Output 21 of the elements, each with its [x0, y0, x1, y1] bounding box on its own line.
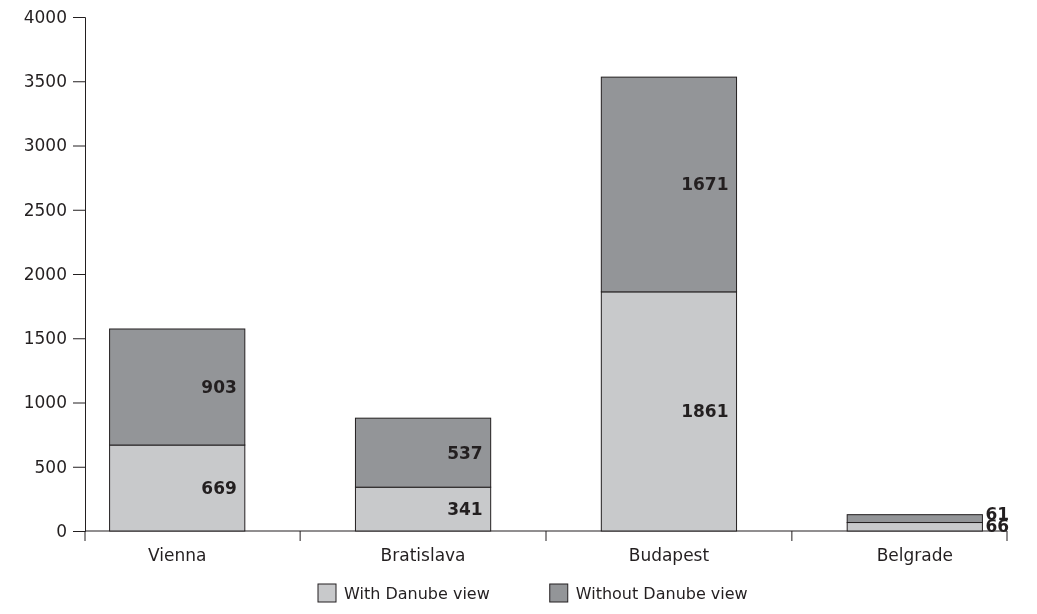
y-tick-label: 4000	[23, 6, 67, 27]
y-tick-label: 2500	[23, 199, 67, 220]
x-tick-label: Budapest	[628, 545, 710, 565]
data-label: 341	[447, 499, 483, 520]
y-tick-label: 3000	[23, 135, 67, 156]
data-label: 1861	[681, 401, 729, 422]
y-tick-label: 0	[56, 520, 67, 541]
y-tick-label: 1000	[23, 392, 67, 413]
y-tick-label: 500	[34, 456, 67, 477]
data-label: 1671	[681, 174, 729, 195]
y-tick-label: 1500	[23, 328, 67, 349]
x-tick-label: Belgrade	[876, 545, 953, 565]
legend-label: With Danube view	[344, 584, 490, 603]
data-label: 903	[201, 377, 237, 398]
x-tick-label: Vienna	[148, 545, 207, 565]
data-label: 669	[201, 478, 237, 499]
legend-label: Without Danube view	[575, 584, 748, 603]
x-tick-label: Bratislava	[380, 545, 466, 565]
y-tick-label: 3500	[23, 71, 67, 92]
y-tick-label: 2000	[23, 263, 67, 284]
data-label: 537	[447, 442, 483, 463]
